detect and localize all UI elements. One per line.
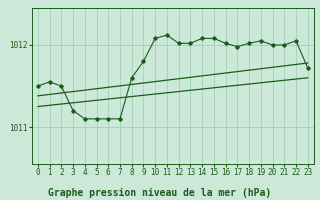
- Text: Graphe pression niveau de la mer (hPa): Graphe pression niveau de la mer (hPa): [48, 188, 272, 198]
